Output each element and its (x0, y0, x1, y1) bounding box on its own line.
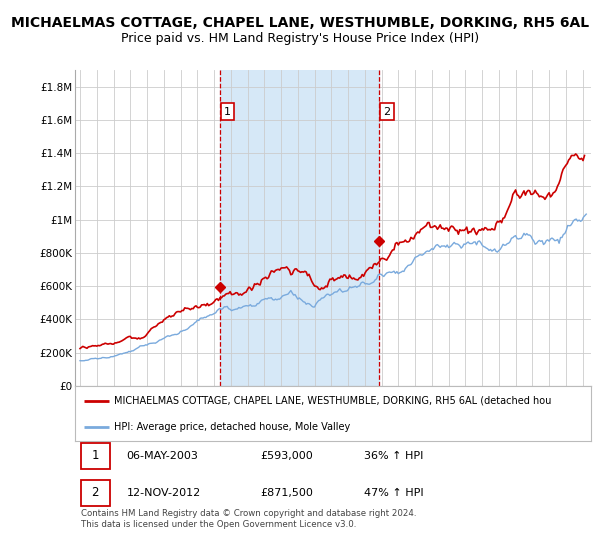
Bar (220, 70, 379, 386)
Text: £871,500: £871,500 (261, 488, 314, 498)
Text: HPI: Average price, detached house, Mole Valley: HPI: Average price, detached house, Mole… (114, 422, 350, 432)
FancyBboxPatch shape (81, 442, 110, 469)
Text: 06-MAY-2003: 06-MAY-2003 (127, 451, 199, 461)
Text: 36% ↑ HPI: 36% ↑ HPI (364, 451, 424, 461)
Text: MICHAELMAS COTTAGE, CHAPEL LANE, WESTHUMBLE, DORKING, RH5 6AL: MICHAELMAS COTTAGE, CHAPEL LANE, WESTHUM… (11, 16, 589, 30)
FancyBboxPatch shape (81, 480, 110, 506)
Text: Contains HM Land Registry data © Crown copyright and database right 2024.
This d: Contains HM Land Registry data © Crown c… (81, 509, 416, 529)
Text: 47% ↑ HPI: 47% ↑ HPI (364, 488, 424, 498)
Text: 2: 2 (91, 487, 99, 500)
Text: £593,000: £593,000 (261, 451, 314, 461)
Text: 2: 2 (383, 106, 391, 116)
Text: 1: 1 (91, 449, 99, 462)
Text: MICHAELMAS COTTAGE, CHAPEL LANE, WESTHUMBLE, DORKING, RH5 6AL (detached hou: MICHAELMAS COTTAGE, CHAPEL LANE, WESTHUM… (114, 396, 551, 405)
Text: 1: 1 (224, 106, 231, 116)
Text: 12-NOV-2012: 12-NOV-2012 (127, 488, 201, 498)
Text: Price paid vs. HM Land Registry's House Price Index (HPI): Price paid vs. HM Land Registry's House … (121, 32, 479, 45)
